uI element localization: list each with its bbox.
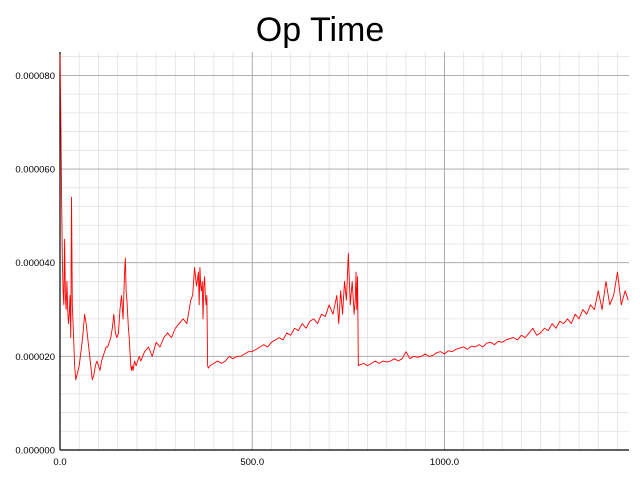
series-layer xyxy=(59,54,629,381)
series-line-0 xyxy=(59,54,629,381)
axes xyxy=(59,52,629,451)
y-tick-label: 0.000000 xyxy=(15,446,55,457)
x-tick-label: 1000.0 xyxy=(430,457,459,468)
grid-minor xyxy=(59,52,629,451)
y-tick-label: 0.000020 xyxy=(15,352,55,363)
y-tick-labels: 0.000000 0.000020 0.000040 0.000060 0.000080 xyxy=(15,71,55,457)
x-tick-label: 0.0 xyxy=(53,457,66,468)
x-tick-labels: 0.0 500.0 1000.0 xyxy=(53,457,459,468)
chart-title: Op Time xyxy=(256,11,384,49)
y-tick-label: 0.000080 xyxy=(15,71,55,82)
grid-major xyxy=(59,52,629,451)
y-tick-label: 0.000060 xyxy=(15,165,55,176)
x-tick-label: 500.0 xyxy=(240,457,264,468)
y-tick-label: 0.000040 xyxy=(15,258,55,269)
